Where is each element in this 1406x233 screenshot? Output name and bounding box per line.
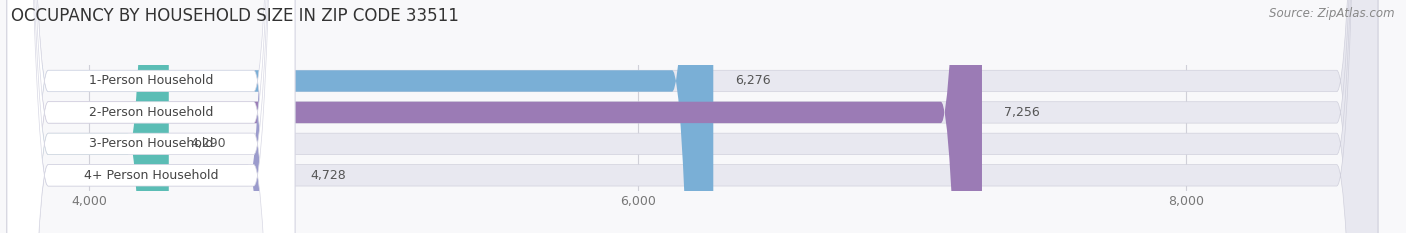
Text: 2-Person Household: 2-Person Household bbox=[89, 106, 214, 119]
FancyBboxPatch shape bbox=[7, 0, 1378, 233]
Text: 3-Person Household: 3-Person Household bbox=[89, 137, 214, 150]
Text: 4,290: 4,290 bbox=[191, 137, 226, 150]
Text: 1-Person Household: 1-Person Household bbox=[89, 75, 214, 87]
Text: 6,276: 6,276 bbox=[735, 75, 770, 87]
Text: 7,256: 7,256 bbox=[1004, 106, 1039, 119]
FancyBboxPatch shape bbox=[7, 0, 295, 233]
FancyBboxPatch shape bbox=[7, 0, 1378, 233]
FancyBboxPatch shape bbox=[7, 0, 295, 233]
FancyBboxPatch shape bbox=[7, 0, 713, 233]
FancyBboxPatch shape bbox=[7, 0, 1378, 233]
FancyBboxPatch shape bbox=[7, 0, 295, 233]
FancyBboxPatch shape bbox=[7, 0, 288, 233]
FancyBboxPatch shape bbox=[7, 0, 169, 233]
Text: OCCUPANCY BY HOUSEHOLD SIZE IN ZIP CODE 33511: OCCUPANCY BY HOUSEHOLD SIZE IN ZIP CODE … bbox=[11, 7, 460, 25]
FancyBboxPatch shape bbox=[7, 0, 295, 233]
Text: 4+ Person Household: 4+ Person Household bbox=[84, 169, 218, 182]
FancyBboxPatch shape bbox=[7, 0, 1378, 233]
Text: 4,728: 4,728 bbox=[311, 169, 346, 182]
Text: Source: ZipAtlas.com: Source: ZipAtlas.com bbox=[1270, 7, 1395, 20]
FancyBboxPatch shape bbox=[7, 0, 981, 233]
